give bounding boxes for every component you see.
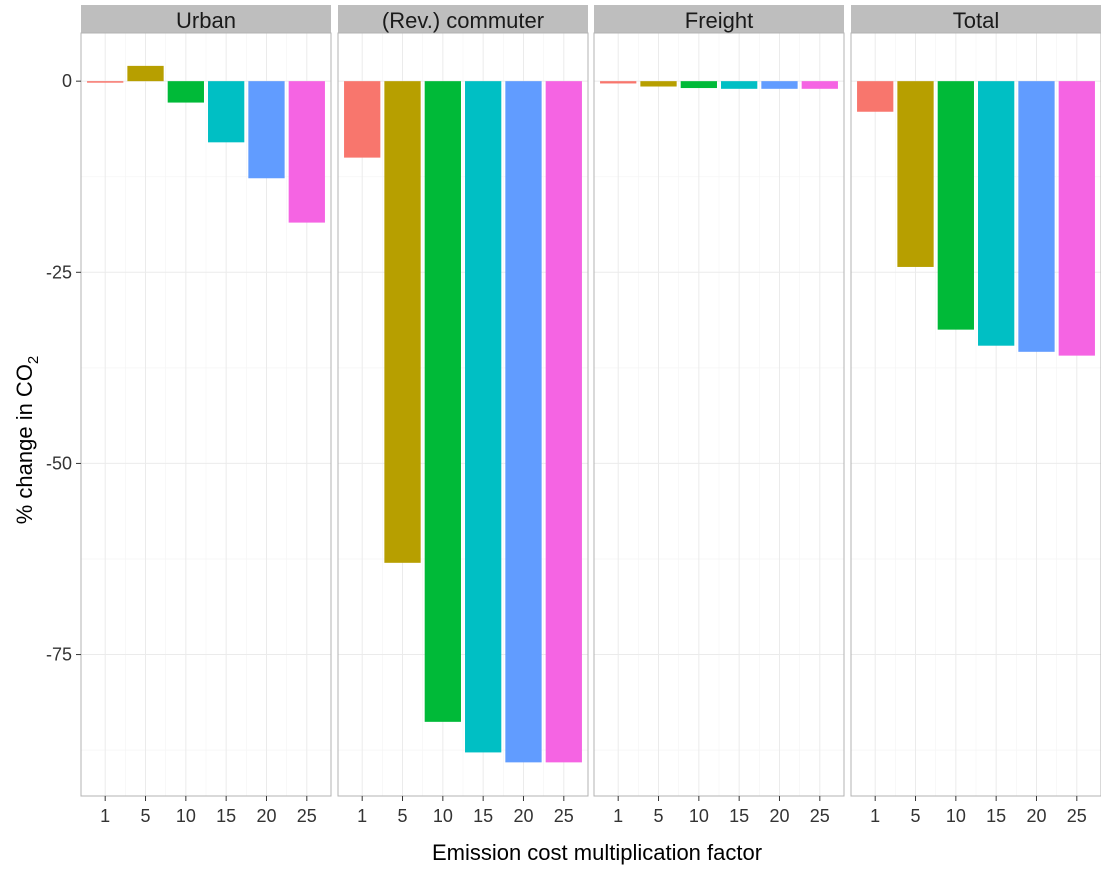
x-tick-label: 25 bbox=[297, 806, 317, 826]
y-tick-label: -25 bbox=[46, 262, 72, 282]
bar-1 bbox=[87, 81, 124, 83]
panel-border bbox=[593, 32, 845, 797]
bar-10 bbox=[680, 81, 717, 89]
bar-25 bbox=[801, 81, 838, 89]
y-axis-title: % change in CO2 bbox=[12, 356, 42, 525]
x-axis-title: Emission cost multiplication factor bbox=[432, 840, 762, 865]
facet-strip bbox=[594, 5, 844, 33]
bar-25 bbox=[1058, 81, 1095, 356]
x-tick-label: 10 bbox=[689, 806, 709, 826]
bar-20 bbox=[248, 81, 285, 179]
panel-plot-area bbox=[338, 33, 588, 796]
x-tick-label: 15 bbox=[216, 806, 236, 826]
x-tick-label: 10 bbox=[946, 806, 966, 826]
bar-25 bbox=[288, 81, 325, 223]
bar-10 bbox=[937, 81, 974, 330]
x-tick-label: 5 bbox=[911, 806, 921, 826]
panel-plot-area bbox=[81, 33, 331, 796]
facet-strip bbox=[338, 5, 588, 33]
facet-strip-label: Freight bbox=[685, 8, 753, 33]
bar-20 bbox=[1018, 81, 1055, 352]
facet-strip-label: (Rev.) commuter bbox=[382, 8, 544, 33]
x-tick-label: 15 bbox=[986, 806, 1006, 826]
x-tick-label: 20 bbox=[769, 806, 789, 826]
x-tick-label: 5 bbox=[654, 806, 664, 826]
bar-20 bbox=[761, 81, 798, 89]
facet-strip bbox=[81, 5, 331, 33]
bar-5 bbox=[897, 81, 934, 267]
bar-10 bbox=[424, 81, 461, 722]
x-tick-label: 10 bbox=[176, 806, 196, 826]
y-tick-label: -75 bbox=[46, 645, 72, 665]
x-tick-label: 1 bbox=[870, 806, 880, 826]
x-tick-label: 20 bbox=[513, 806, 533, 826]
panel-border bbox=[337, 32, 589, 797]
panel-border bbox=[80, 32, 332, 797]
panel-border bbox=[850, 32, 1101, 797]
bar-15 bbox=[978, 81, 1015, 346]
facet-strip bbox=[851, 5, 1101, 33]
bar-1 bbox=[857, 81, 894, 112]
bar-5 bbox=[384, 81, 421, 563]
panel-plot-area bbox=[594, 33, 844, 796]
x-tick-label: 1 bbox=[357, 806, 367, 826]
panel-plot-area bbox=[851, 33, 1101, 796]
x-tick-label: 25 bbox=[810, 806, 830, 826]
bar-1 bbox=[600, 81, 637, 84]
bar-20 bbox=[505, 81, 542, 763]
x-tick-label: 5 bbox=[398, 806, 408, 826]
y-axis-title-main: % change in CO bbox=[12, 364, 37, 524]
y-axis: 0 -25 -50 -75 bbox=[46, 71, 81, 665]
bar-25 bbox=[545, 81, 582, 763]
bar-5 bbox=[640, 81, 677, 87]
x-tick-label: 10 bbox=[433, 806, 453, 826]
x-tick-label: 20 bbox=[256, 806, 276, 826]
x-tick-label: 1 bbox=[100, 806, 110, 826]
x-tick-label: 15 bbox=[473, 806, 493, 826]
bar-5 bbox=[127, 65, 164, 82]
facet-strip-label: Total bbox=[953, 8, 999, 33]
bar-15 bbox=[465, 81, 502, 753]
x-tick-label: 25 bbox=[554, 806, 574, 826]
x-tick-label: 20 bbox=[1026, 806, 1046, 826]
facet-strip-label: Urban bbox=[176, 8, 236, 33]
y-tick-label: 0 bbox=[62, 71, 72, 91]
bar-15 bbox=[721, 81, 758, 89]
y-tick-label: -50 bbox=[46, 453, 72, 473]
x-tick-label: 15 bbox=[729, 806, 749, 826]
bar-1 bbox=[344, 81, 381, 158]
x-tick-label: 5 bbox=[141, 806, 151, 826]
bar-15 bbox=[208, 81, 245, 143]
bar-10 bbox=[167, 81, 204, 103]
y-axis-title-subscript: 2 bbox=[25, 356, 42, 364]
x-tick-label: 1 bbox=[613, 806, 623, 826]
x-tick-label: 25 bbox=[1067, 806, 1087, 826]
